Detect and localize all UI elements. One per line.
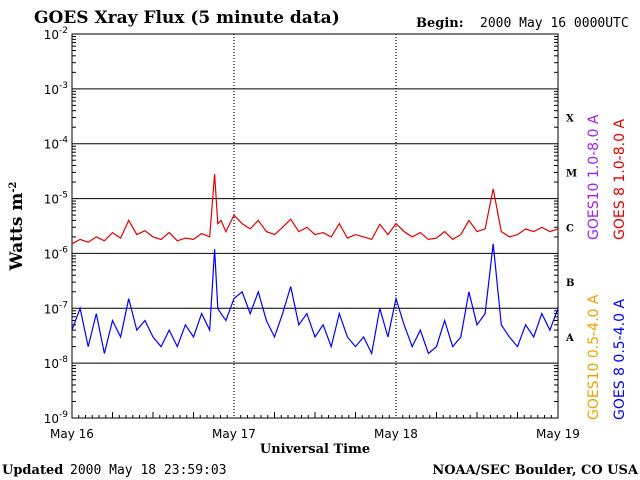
y-tick-base: 10 — [44, 357, 59, 371]
y-tick-exp: -5 — [59, 191, 68, 201]
y-tick-label: 10-6 — [44, 245, 69, 261]
flare-class-labels: X M C B A — [565, 114, 577, 344]
y-axis-ticks: 10-210-310-410-510-610-710-810-9 — [44, 26, 558, 426]
flare-class-B: B — [566, 278, 574, 289]
legend-goes8-short: GOES 8 0.5-4.0 A — [612, 299, 628, 420]
y-tick-base: 10 — [44, 193, 59, 207]
y-tick-label: 10-9 — [44, 410, 69, 426]
x-tick-label: May 18 — [374, 427, 418, 441]
y-tick-label: 10-4 — [44, 136, 69, 152]
chart-title: GOES Xray Flux (5 minute data) — [34, 8, 340, 28]
flare-class-X: X — [566, 114, 574, 125]
y-tick-base: 10 — [44, 302, 59, 316]
y-tick-label: 10-7 — [44, 300, 68, 316]
y-tick-label: 10-8 — [44, 355, 69, 371]
y-tick-base: 10 — [44, 138, 59, 152]
y-axis-label-base: Watts m — [7, 193, 27, 272]
y-tick-label: 10-3 — [44, 81, 68, 97]
y-tick-base: 10 — [44, 412, 59, 426]
x-axis-ticks: May 16 May 17 May 18 May 19 — [50, 412, 580, 441]
legend-goes8-long: GOES 8 1.0-8.0 A — [612, 119, 628, 240]
y-tick-base: 10 — [44, 247, 59, 261]
begin-value: 2000 May 16 0000UTC — [480, 16, 629, 31]
flare-class-A: A — [565, 333, 574, 344]
y-tick-exp: -9 — [59, 410, 68, 420]
day-divider-lines — [233, 34, 397, 418]
x-tick-label: May 19 — [536, 427, 580, 441]
begin-label: Begin: — [416, 16, 464, 31]
footer-updated-value: 2000 May 18 23:59:03 — [70, 463, 227, 478]
x-tick-label: May 17 — [212, 427, 256, 441]
y-tick-exp: -4 — [59, 136, 68, 146]
series-goes8-short — [71, 243, 559, 356]
flare-class-M: M — [566, 168, 577, 179]
x-tick-label: May 16 — [50, 427, 94, 441]
y-tick-exp: -7 — [59, 300, 68, 310]
grid-lines — [72, 88, 558, 364]
footer-source: NOAA/SEC Boulder, CO USA — [432, 463, 639, 478]
y-tick-base: 10 — [44, 83, 59, 97]
y-axis-label-exp: -2 — [8, 181, 19, 192]
x-axis-label: Universal Time — [260, 442, 370, 457]
y-tick-exp: -6 — [59, 245, 68, 255]
y-axis-label: Watts m-2 — [7, 181, 27, 271]
series-goes8-long — [71, 173, 559, 245]
y-tick-base: 10 — [44, 28, 59, 42]
y-tick-exp: -3 — [59, 81, 68, 91]
legend-goes10-short: GOES10 0.5-4.0 A — [586, 294, 602, 420]
footer-updated-label: Updated — [2, 463, 63, 478]
y-tick-label: 10-5 — [44, 191, 68, 207]
y-tick-exp: -2 — [59, 26, 68, 36]
legend-goes10-long: GOES10 1.0-8.0 A — [586, 114, 602, 240]
y-tick-exp: -8 — [59, 355, 68, 365]
flare-class-C: C — [566, 223, 574, 234]
y-tick-label: 10-2 — [44, 26, 68, 42]
